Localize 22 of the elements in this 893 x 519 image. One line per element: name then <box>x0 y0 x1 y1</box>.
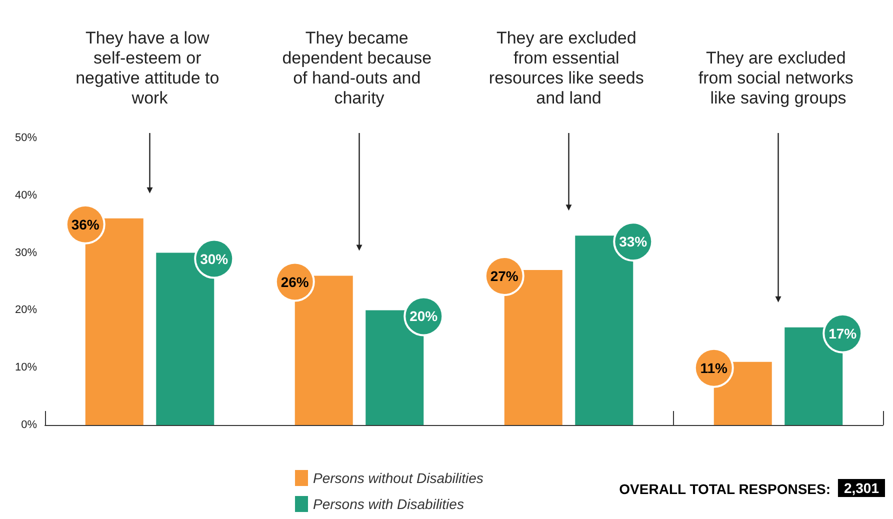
y-tick-label: 0% <box>21 419 38 431</box>
data-label: 33% <box>619 234 648 250</box>
data-label: 27% <box>490 268 519 284</box>
data-label: 36% <box>71 216 100 232</box>
y-tick-label: 30% <box>14 246 38 259</box>
x-tick-label: They are excluded from social networks like saving groups <box>698 48 858 108</box>
y-tick-label: 20% <box>14 304 38 316</box>
data-label: 26% <box>280 274 310 290</box>
legend-label: Persons with Disabilities <box>313 496 464 512</box>
data-label: 11% <box>700 360 728 376</box>
data-label: 30% <box>200 250 229 267</box>
data-label: 20% <box>410 308 438 324</box>
y-tick-label: 10% <box>14 362 38 374</box>
x-tick-label: They are excluded from essential resources like seeds and land <box>488 28 649 108</box>
text: 2,301 <box>844 480 880 496</box>
x-tick-label: They became dependent because of hand-outs and charity <box>282 28 436 108</box>
text: OVERALL TOTAL RESPONSES: <box>619 481 830 497</box>
legend-label: Persons without Disabilities <box>313 470 484 486</box>
y-tick-label: 40% <box>14 189 38 202</box>
x-tick-label: They have a low self-esteem or negative attitude to work <box>76 28 224 108</box>
y-tick-label: 50% <box>14 132 38 144</box>
data-label: 17% <box>828 325 858 342</box>
